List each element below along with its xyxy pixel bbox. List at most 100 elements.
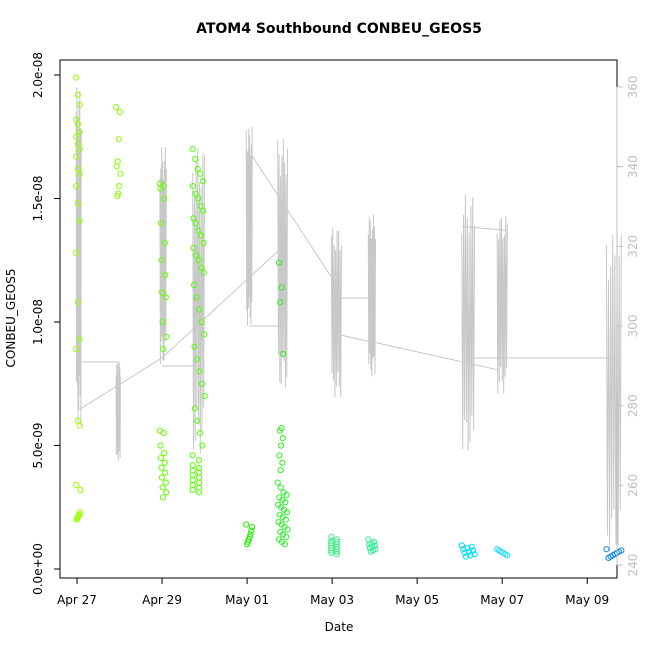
data-point — [196, 306, 203, 313]
data-point — [276, 427, 283, 434]
right-axis-transit-line — [336, 333, 371, 343]
data-point — [73, 74, 80, 81]
data-point — [157, 220, 165, 227]
data-point — [189, 486, 196, 494]
right-axis-transit-line — [372, 341, 499, 371]
data-point — [161, 239, 168, 247]
data-point — [157, 185, 164, 192]
data-point — [191, 405, 198, 412]
data-point — [193, 252, 200, 259]
data-point — [73, 133, 80, 140]
data-point — [73, 481, 80, 489]
y-right-tick-label: 360 — [626, 75, 640, 98]
x-tick-label: Apr 29 — [142, 593, 182, 607]
data-point — [117, 170, 124, 177]
x-tick-label: May 09 — [565, 593, 609, 607]
data-point — [191, 343, 198, 350]
data-point — [249, 523, 256, 531]
x-tick-label: May 07 — [480, 593, 524, 607]
y-right-tick-label: 300 — [626, 315, 640, 338]
data-point — [161, 459, 168, 466]
y-axis-label: CONBEU_GEOS5 — [4, 269, 18, 368]
data-point — [192, 155, 199, 163]
data-point — [114, 158, 121, 165]
data-point — [333, 548, 340, 555]
data-point — [163, 489, 170, 496]
data-point — [193, 356, 201, 363]
right-axis-profile-line — [367, 214, 376, 377]
data-point — [160, 346, 167, 353]
data-point — [468, 543, 475, 550]
data-point — [76, 217, 83, 224]
data-point — [74, 91, 82, 98]
y-tick-label: 0.0e+00 — [31, 543, 45, 595]
data-point — [114, 192, 121, 200]
data-point — [161, 449, 168, 456]
data-point — [158, 257, 165, 264]
right-axis-transit-line — [161, 245, 284, 359]
data-point — [194, 165, 201, 172]
right-axis-profile-line — [115, 362, 121, 462]
data-point — [277, 484, 284, 491]
right-axis-transit-line — [461, 225, 507, 231]
data-point — [162, 294, 169, 301]
data-point — [274, 479, 281, 486]
data-point — [194, 417, 201, 424]
data-point — [158, 474, 166, 481]
data-point — [281, 541, 288, 548]
y-tick-label: 1.0e-08 — [31, 299, 45, 345]
data-point — [196, 430, 203, 437]
data-point — [458, 542, 465, 549]
data-point — [195, 195, 202, 202]
x-tick-label: May 01 — [225, 593, 269, 607]
data-point — [76, 146, 83, 153]
data-point — [283, 533, 290, 541]
x-tick-label: Apr 27 — [57, 593, 97, 607]
data-point — [243, 521, 250, 528]
data-point — [73, 346, 80, 353]
axes: 0.0e+00 5.0e-09 1.0e-08 1.5e-08 2.0e-08 240 26… — [31, 52, 640, 607]
data-point — [191, 281, 198, 289]
data-point — [160, 430, 167, 437]
x-tick-label: May 05 — [395, 593, 439, 607]
y-right-tick-label: 280 — [626, 394, 640, 417]
data-point — [504, 552, 511, 559]
data-point — [190, 244, 197, 251]
data-point — [461, 549, 468, 557]
data-point — [189, 452, 196, 459]
data-point — [115, 136, 122, 143]
data-point — [280, 351, 287, 358]
data-points — [73, 74, 625, 562]
data-point — [76, 170, 83, 177]
right-axis-profile-line — [159, 147, 167, 365]
data-point — [277, 467, 284, 474]
data-point — [198, 380, 206, 387]
right-axis-profile-line — [461, 194, 476, 451]
data-point — [157, 454, 165, 461]
chart-title: ATOM4 Southbound CONBEU_GEOS5 — [196, 21, 482, 37]
data-point — [464, 544, 471, 552]
data-point — [471, 551, 478, 558]
right-axis-profile-line — [496, 215, 508, 394]
data-point — [282, 516, 289, 523]
data-point — [196, 368, 203, 375]
data-point — [196, 457, 203, 464]
data-point — [157, 442, 164, 449]
data-point — [162, 469, 169, 476]
data-point — [76, 336, 83, 343]
data-point — [200, 207, 207, 214]
right-axis-profile-line — [330, 227, 342, 398]
y-right-tick-label: 340 — [626, 155, 640, 178]
data-point — [195, 227, 202, 234]
right-axis-series — [75, 87, 622, 552]
data-point — [74, 121, 82, 128]
data-point — [76, 422, 83, 429]
x-axis-label: Date — [325, 620, 354, 634]
data-point — [162, 272, 169, 279]
y-right-tick-label: 240 — [626, 554, 640, 577]
data-point — [74, 299, 82, 306]
data-point — [163, 333, 170, 340]
data-point — [113, 104, 120, 111]
